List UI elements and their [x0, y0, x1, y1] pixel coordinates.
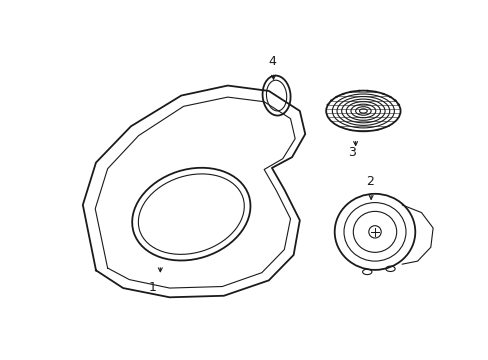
Ellipse shape	[349, 91, 351, 93]
Ellipse shape	[382, 93, 384, 95]
Ellipse shape	[393, 100, 396, 101]
Ellipse shape	[397, 104, 399, 105]
Text: 1: 1	[148, 281, 156, 294]
Ellipse shape	[388, 96, 390, 98]
Ellipse shape	[374, 91, 376, 93]
Ellipse shape	[330, 100, 332, 101]
Text: 2: 2	[365, 175, 373, 188]
Text: 4: 4	[267, 55, 275, 68]
Ellipse shape	[366, 90, 368, 91]
Ellipse shape	[342, 93, 344, 95]
Ellipse shape	[326, 104, 328, 105]
Text: 3: 3	[347, 146, 355, 159]
Ellipse shape	[335, 96, 337, 98]
Ellipse shape	[357, 90, 360, 91]
